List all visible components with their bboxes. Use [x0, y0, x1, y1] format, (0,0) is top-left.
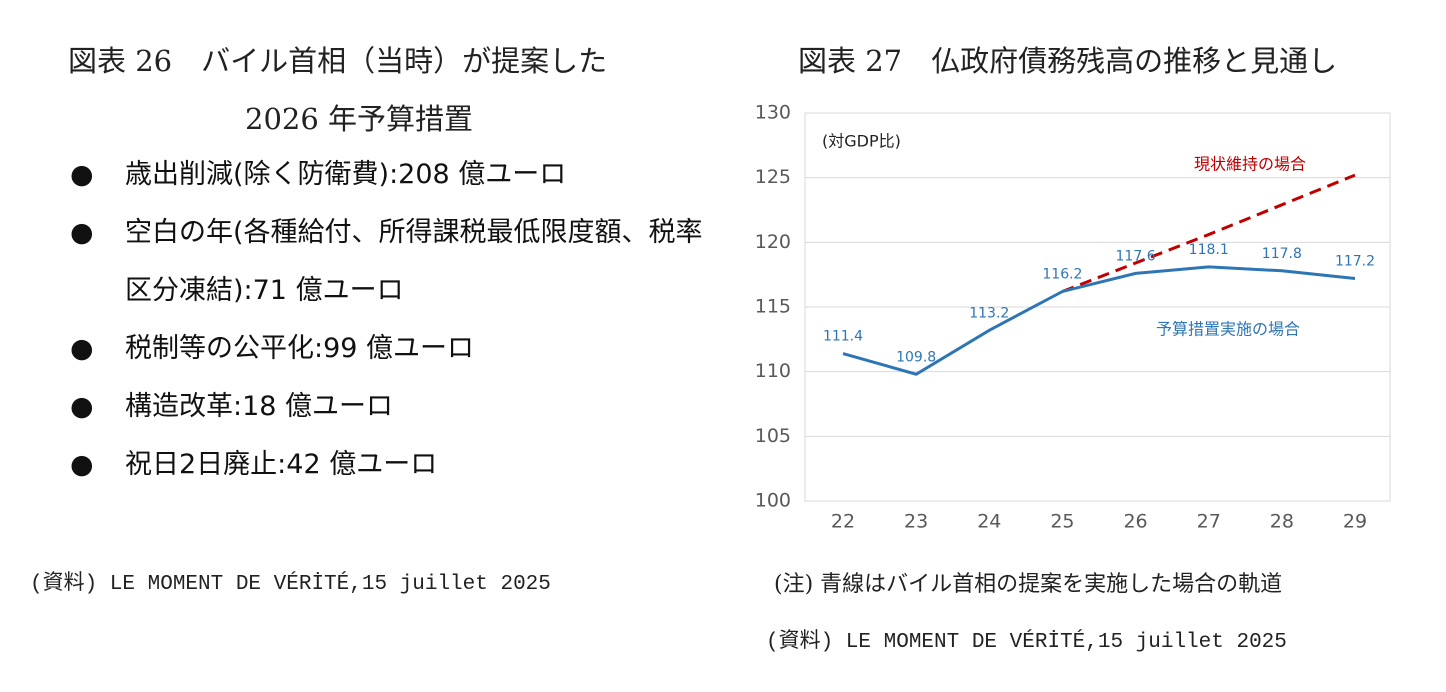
value-label: 113.2 — [969, 305, 1009, 321]
x-tick-label: 23 — [904, 511, 928, 533]
value-label: 109.8 — [896, 349, 936, 365]
value-label: 118.1 — [1189, 242, 1229, 258]
bullet: ● — [70, 159, 94, 190]
item-text: 歳出削減(除く防衛費):208 億ユーロ — [125, 159, 567, 190]
y-tick-label: 130 — [755, 102, 791, 124]
bullet: ● — [70, 391, 94, 422]
value-label: 111.4 — [823, 329, 863, 345]
chart-source: (資料) LE MOMENT DE VÉRİTÉ,15 juillet 2025 — [766, 631, 1287, 654]
y-tick-label: 120 — [755, 231, 791, 253]
list-item: ● 構造改革:18 億ユーロ — [70, 378, 720, 436]
left-source: (資料) LE MOMENT DE VÉRİTÉ,15 juillet 2025 — [30, 573, 551, 596]
x-tick-label: 26 — [1123, 511, 1147, 533]
item-text: 祝日2日廃止:42 億ユーロ — [125, 449, 438, 480]
series-line — [842, 265, 1356, 376]
bullet: ● — [70, 217, 94, 248]
x-tick-label: 24 — [977, 511, 1001, 533]
y-axis-label: (対GDP比) — [822, 132, 901, 151]
bullet: ● — [70, 449, 94, 480]
plot-border — [804, 112, 1391, 502]
value-label: 117.2 — [1335, 254, 1375, 270]
series-line — [1061, 173, 1356, 293]
item-text: 税制等の公平化:99 億ユーロ — [125, 333, 475, 364]
x-tick-label: 25 — [1050, 511, 1074, 533]
value-label: 117.8 — [1262, 246, 1302, 262]
list-item: ● 祝日2日廃止:42 億ユーロ — [70, 436, 720, 494]
item-text: 空白の年(各種給付、所得課税最低限度額、税率区分凍結):71 億ユーロ — [125, 217, 703, 306]
item-text: 構造改革:18 億ユーロ — [125, 391, 394, 422]
x-tick-label: 28 — [1270, 511, 1294, 533]
chart-note: (注) 青線はバイル首相の提案を実施した場合の軌道 — [774, 572, 1283, 597]
x-tick-label: 27 — [1197, 511, 1221, 533]
bullet: ● — [70, 333, 94, 364]
x-tick-label: 29 — [1343, 511, 1367, 533]
left-title: 2026 年予算措置 — [245, 102, 474, 136]
series-label: 現状維持の場合 — [1194, 155, 1306, 174]
left-title: 図表 26 バイル首相（当時）が提案した — [68, 44, 608, 78]
value-label: 117.6 — [1116, 248, 1156, 264]
series-label: 予算措置実施の場合 — [1156, 320, 1300, 339]
list-item: ● 歳出削減(除く防衛費):208 億ユーロ — [70, 146, 720, 204]
y-tick-label: 100 — [755, 490, 791, 512]
y-tick-label: 105 — [755, 425, 791, 447]
chart-title: 図表 27 仏政府債務残高の推移と見通し — [798, 44, 1338, 78]
value-label: 116.2 — [1042, 266, 1082, 282]
y-tick-label: 115 — [755, 296, 791, 318]
y-tick-label: 125 — [755, 166, 791, 188]
list-item: ● 空白の年(各種給付、所得課税最低限度額、税率区分凍結):71 億ユーロ — [70, 204, 720, 320]
x-tick-label: 22 — [831, 511, 855, 533]
y-tick-label: 110 — [755, 360, 791, 382]
list-item: ● 税制等の公平化:99 億ユーロ — [70, 320, 720, 378]
